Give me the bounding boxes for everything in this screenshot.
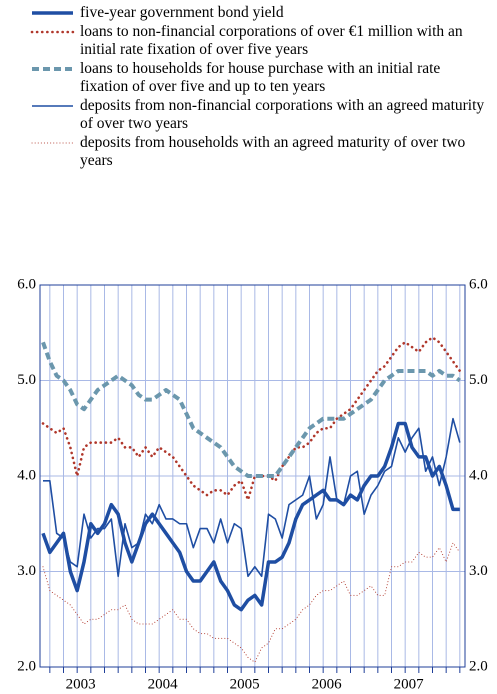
legend-swatch xyxy=(32,67,73,71)
x-tick-label: 2006 xyxy=(312,676,343,692)
legend-entry: loans to households for house purchase w… xyxy=(0,60,497,96)
legend-swatch xyxy=(30,30,75,34)
y2-tick-label: 4.0 xyxy=(469,467,488,483)
legend-label: deposits from households with an agreed … xyxy=(80,134,466,169)
legend-entry: deposits from households with an agreed … xyxy=(0,134,497,170)
x-tick-label: 2007 xyxy=(394,676,425,692)
series-line xyxy=(41,341,461,478)
x-tick-label: 2003 xyxy=(66,676,96,692)
legend-swatch xyxy=(31,142,74,144)
y2-tick-label: 5.0 xyxy=(469,372,488,388)
y-tick-label: 5.0 xyxy=(17,372,36,388)
x-tick-label: 2005 xyxy=(230,676,260,692)
y-tick-label: 4.0 xyxy=(17,467,36,483)
legend-entry: loans to non-financial corporations of o… xyxy=(0,23,497,59)
series-line xyxy=(43,417,461,578)
series-line xyxy=(41,421,460,612)
y-tick-label: 3.0 xyxy=(17,563,36,579)
y2-tick-label: 2.0 xyxy=(469,658,488,674)
legend-label: loans to non-financial corporations of o… xyxy=(80,23,463,58)
y2-tick-label: 6.0 xyxy=(469,276,488,292)
legend: five-year government bond yield loans to … xyxy=(0,4,497,171)
legend-swatch xyxy=(32,11,73,15)
y-tick-label: 2.0 xyxy=(17,658,36,674)
legend-label: five-year government bond yield xyxy=(80,4,284,21)
series-line xyxy=(41,336,462,502)
y-tick-label: 6.0 xyxy=(17,276,36,292)
legend-entry: deposits from non-financial corporations… xyxy=(0,97,497,133)
y2-tick-label: 3.0 xyxy=(469,563,488,579)
legend-swatch xyxy=(32,105,73,107)
x-tick-label: 2004 xyxy=(148,676,179,692)
legend-label: deposits from non-financial corporations… xyxy=(80,97,485,132)
plot-border xyxy=(39,284,466,668)
legend-label: loans to households for house purchase w… xyxy=(80,60,441,95)
legend-entry: five-year government bond yield xyxy=(0,4,497,22)
